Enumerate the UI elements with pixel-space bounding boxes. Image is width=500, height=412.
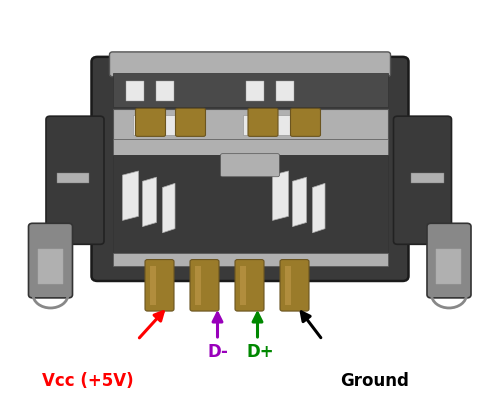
FancyBboxPatch shape [28,223,72,298]
Bar [112,253,388,266]
Bar [411,173,444,183]
FancyBboxPatch shape [394,116,452,244]
Polygon shape [162,183,175,233]
Text: D-: D- [207,343,228,361]
Bar [195,266,201,305]
Text: Vcc (+5V): Vcc (+5V) [42,372,134,390]
Bar [156,81,174,101]
Bar [38,249,62,284]
FancyBboxPatch shape [280,260,309,311]
FancyBboxPatch shape [145,260,174,311]
FancyBboxPatch shape [110,52,390,77]
Bar [150,266,156,305]
Polygon shape [312,183,325,233]
Bar [126,81,144,101]
FancyBboxPatch shape [136,108,166,136]
FancyBboxPatch shape [220,154,280,177]
Bar [132,115,192,135]
Polygon shape [292,177,306,227]
Bar [276,81,293,101]
Bar [112,139,388,154]
Bar [436,249,461,284]
FancyBboxPatch shape [112,73,388,107]
FancyBboxPatch shape [290,108,320,136]
Polygon shape [272,171,288,220]
FancyBboxPatch shape [176,108,206,136]
Text: Ground: Ground [340,372,409,390]
Bar [56,173,89,183]
FancyBboxPatch shape [248,108,278,136]
FancyBboxPatch shape [112,109,388,140]
Bar [242,115,302,135]
FancyBboxPatch shape [427,223,471,298]
Bar [112,154,388,255]
FancyBboxPatch shape [46,116,104,244]
FancyBboxPatch shape [235,260,264,311]
FancyBboxPatch shape [92,57,408,281]
Polygon shape [122,171,138,220]
Text: D+: D+ [246,343,274,361]
Bar [246,81,264,101]
Bar [285,266,291,305]
Polygon shape [142,177,156,227]
Bar [240,266,246,305]
FancyBboxPatch shape [190,260,219,311]
